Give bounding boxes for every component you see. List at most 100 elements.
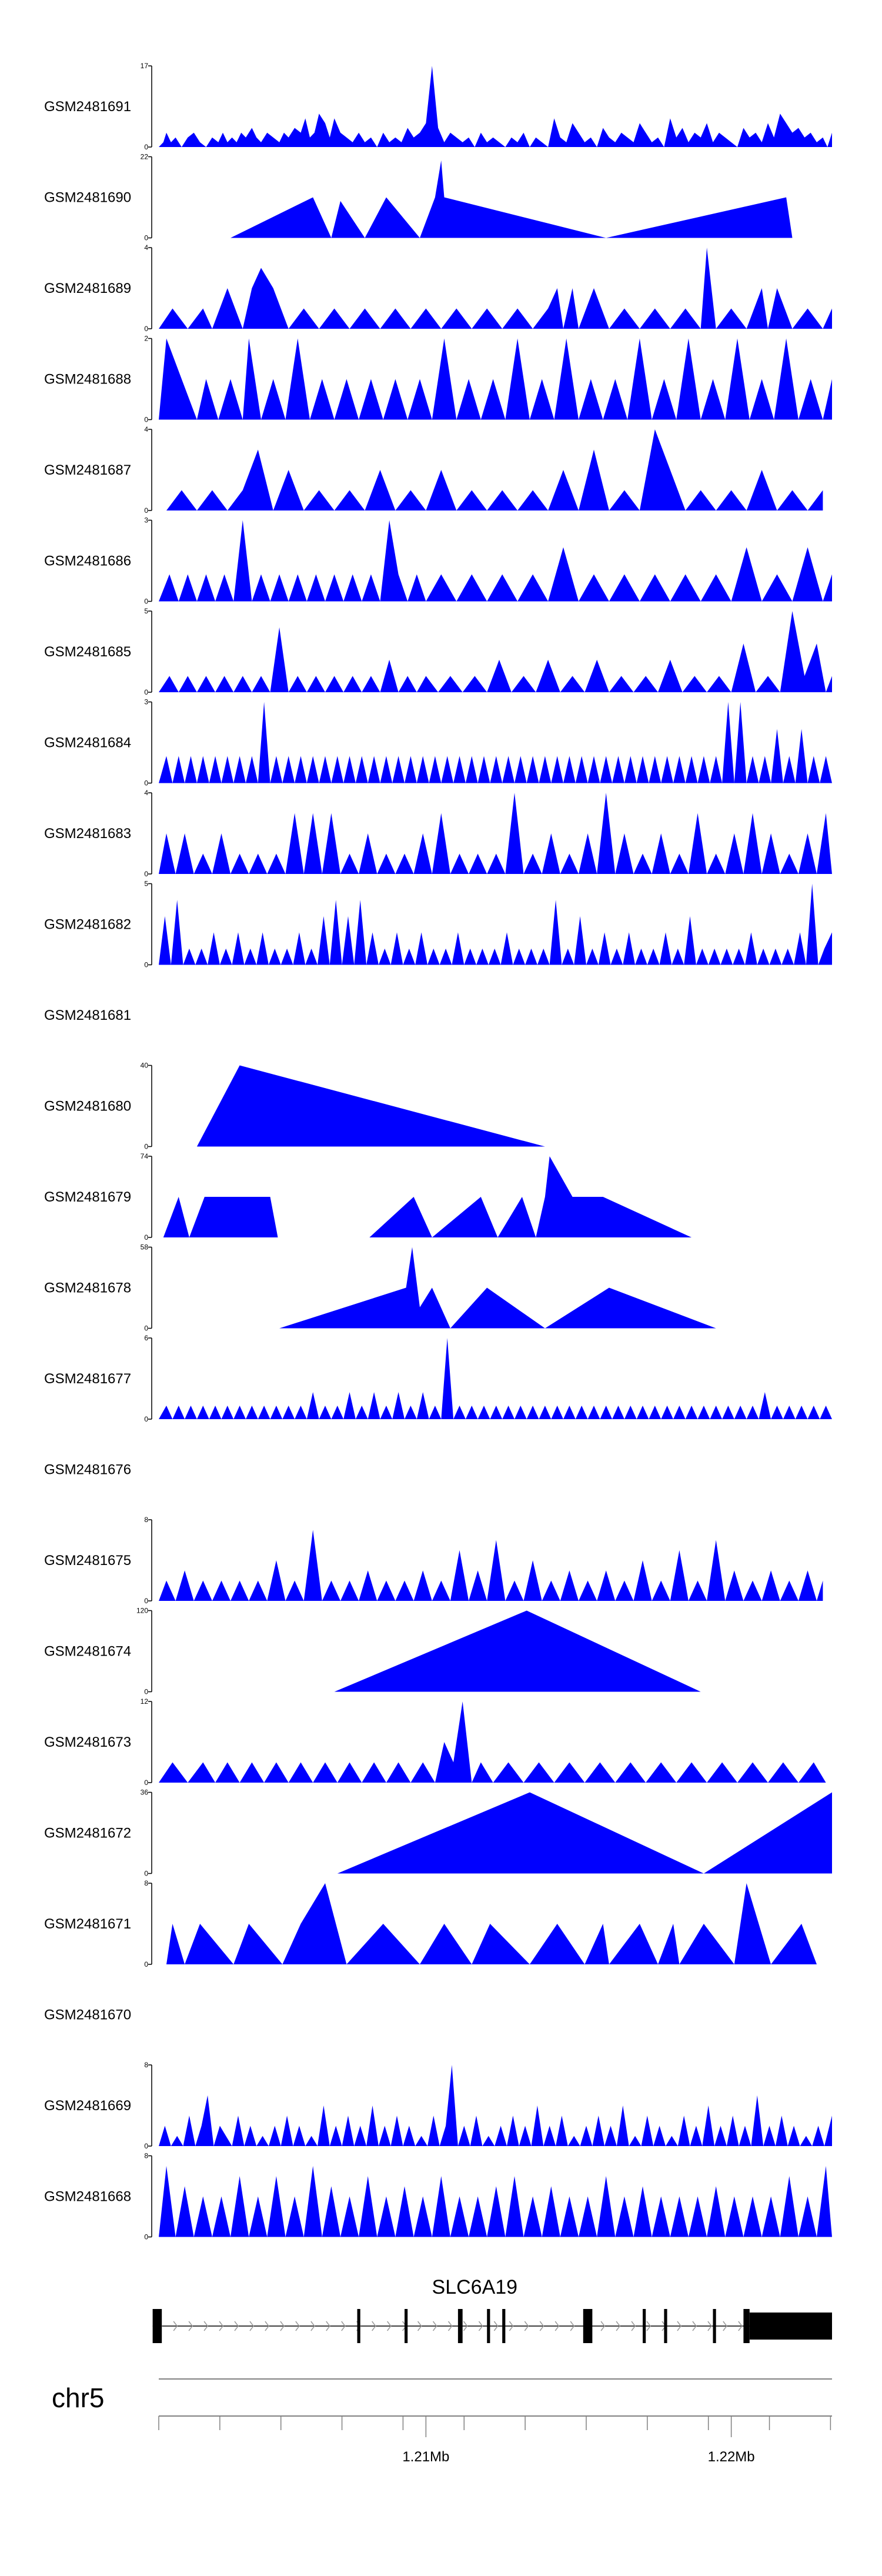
- track-label: GSM2481681: [44, 1007, 131, 1023]
- coverage-area: [159, 702, 832, 783]
- coverage-area: [159, 2165, 832, 2237]
- strand-arrow: [677, 2321, 681, 2331]
- strand-arrow: [478, 2321, 483, 2331]
- coverage-area: [159, 1701, 826, 1783]
- y-max-label: 58: [141, 1243, 149, 1252]
- exon: [743, 2309, 750, 2343]
- y-min-label: 0: [144, 2142, 148, 2150]
- strand-arrow: [554, 2321, 560, 2331]
- y-max-label: 8: [144, 2152, 148, 2160]
- coverage-area: [230, 160, 793, 238]
- y-max-label: 4: [144, 425, 148, 433]
- y-max-label: 3: [144, 698, 148, 706]
- track-label: GSM2481668: [44, 2189, 131, 2205]
- exon: [664, 2309, 667, 2343]
- exon: [457, 2309, 463, 2343]
- coverage-area: [159, 338, 832, 420]
- strand-arrow: [463, 2321, 468, 2331]
- y-min-label: 0: [144, 1143, 148, 1151]
- coverage-area: [279, 1247, 716, 1329]
- y-min-label: 0: [144, 779, 148, 788]
- y-min-label: 0: [144, 2233, 148, 2241]
- y-min-label: 0: [144, 870, 148, 878]
- coverage-area: [159, 2065, 832, 2146]
- coverage-area: [159, 66, 832, 147]
- coverage-area: [159, 248, 832, 329]
- y-min-label: 0: [144, 1233, 148, 1242]
- track-label: GSM2481675: [44, 1553, 131, 1569]
- track-label: GSM2481680: [44, 1099, 131, 1115]
- exon: [749, 2313, 832, 2340]
- y-max-label: 6: [144, 1334, 148, 1342]
- y-min-label: 0: [144, 1688, 148, 1696]
- strand-arrow: [723, 2321, 727, 2331]
- track-label: GSM2481691: [44, 99, 131, 115]
- chromosome-label: chr5: [52, 2383, 104, 2413]
- y-min-label: 0: [144, 234, 148, 242]
- y-min-label: 0: [144, 1597, 148, 1605]
- exon: [502, 2309, 506, 2343]
- y-max-label: 4: [144, 243, 148, 252]
- y-max-label: 8: [144, 2061, 148, 2069]
- gene-name: SLC6A19: [432, 2276, 518, 2298]
- y-min-label: 0: [144, 1960, 148, 1968]
- y-min-label: 0: [144, 1415, 148, 1423]
- track-label: GSM2481679: [44, 1189, 131, 1205]
- y-max-label: 5: [144, 607, 148, 615]
- coverage-area: [337, 1792, 832, 1874]
- strand-arrow: [509, 2321, 514, 2331]
- strand-arrow: [631, 2321, 636, 2331]
- y-min-label: 0: [144, 598, 148, 606]
- track-label: GSM2481677: [44, 1371, 131, 1387]
- y-max-label: 3: [144, 516, 148, 525]
- coverage-area: [159, 520, 832, 602]
- coverage-area: [166, 429, 823, 510]
- track-label: GSM2481678: [44, 1280, 131, 1296]
- track-label: GSM2481683: [44, 826, 131, 842]
- track-label: GSM2481673: [44, 1734, 131, 1750]
- y-min-label: 0: [144, 1324, 148, 1333]
- track-label: GSM2481674: [44, 1644, 131, 1660]
- exon: [357, 2309, 360, 2343]
- strand-arrow: [646, 2321, 651, 2331]
- y-max-label: 8: [144, 1879, 148, 1887]
- strand-arrow: [600, 2321, 606, 2331]
- track-label: GSM2481671: [44, 1916, 131, 1932]
- strand-arrow: [280, 2321, 285, 2331]
- y-min-label: 0: [144, 325, 148, 333]
- strand-arrow: [310, 2321, 315, 2331]
- y-min-label: 0: [144, 1778, 148, 1787]
- strand-arrow: [295, 2321, 300, 2331]
- coverage-area: [163, 1156, 692, 1237]
- y-max-label: 2: [144, 335, 148, 343]
- track-label: GSM2481689: [44, 281, 131, 296]
- exon: [405, 2309, 408, 2343]
- strand-arrow: [447, 2321, 453, 2331]
- track-label: GSM2481685: [44, 644, 131, 660]
- strand-arrow: [738, 2321, 743, 2331]
- strand-arrow: [203, 2321, 209, 2331]
- y-max-label: 4: [144, 789, 148, 797]
- coverage-area: [166, 1883, 817, 1964]
- strand-arrow: [616, 2321, 621, 2331]
- y-max-label: 40: [141, 1062, 149, 1070]
- strand-arrow: [493, 2321, 499, 2331]
- exon: [713, 2309, 716, 2343]
- y-max-label: 17: [141, 62, 149, 70]
- y-max-label: 22: [141, 153, 149, 161]
- axis-tick-label: 1.22Mb: [708, 2449, 755, 2465]
- strand-arrow: [265, 2321, 269, 2331]
- y-min-label: 0: [144, 143, 148, 151]
- y-max-label: 5: [144, 880, 148, 888]
- coverage-area: [334, 1610, 701, 1692]
- strand-arrow: [524, 2321, 529, 2331]
- y-max-label: 120: [136, 1607, 148, 1615]
- y-max-label: 36: [141, 1788, 149, 1797]
- strand-arrow: [707, 2321, 712, 2331]
- y-min-label: 0: [144, 416, 148, 424]
- exon: [583, 2309, 593, 2343]
- strand-arrow: [692, 2321, 697, 2331]
- coverage-area: [159, 1338, 832, 1419]
- strand-arrow: [341, 2321, 346, 2331]
- strand-arrow: [326, 2321, 330, 2331]
